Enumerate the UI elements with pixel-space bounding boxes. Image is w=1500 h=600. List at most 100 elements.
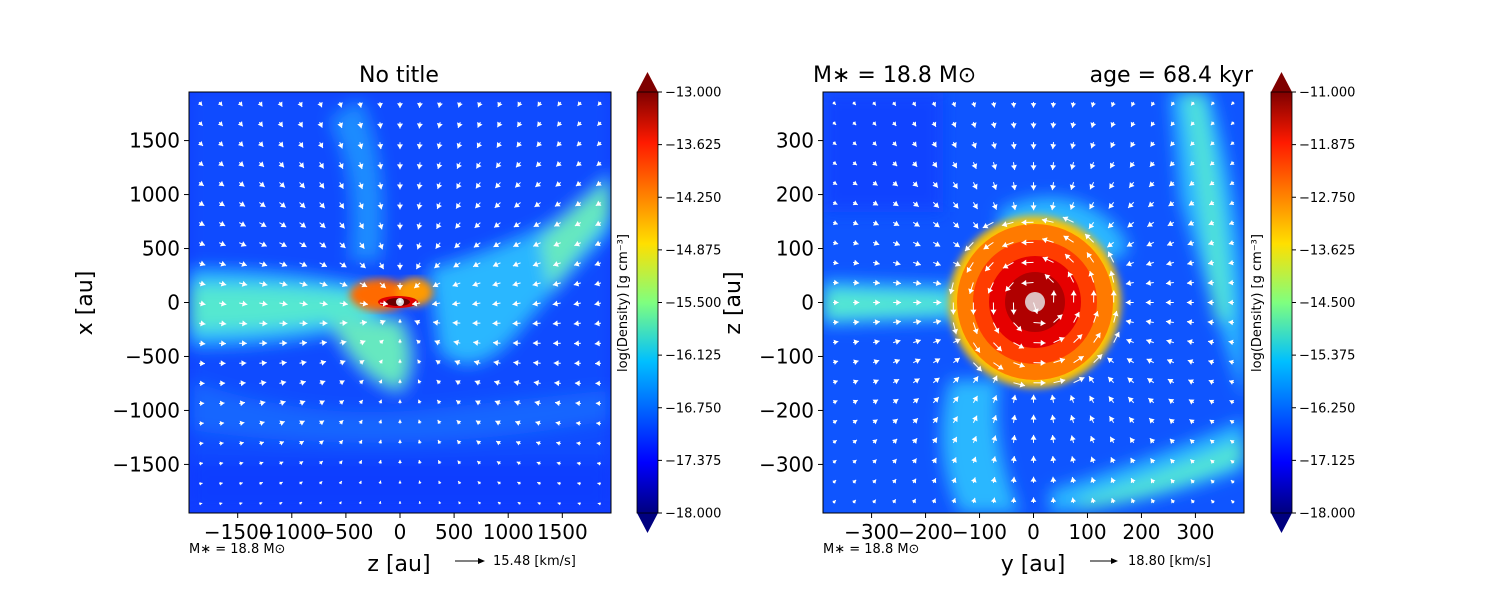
left-velocity-arrowhead [199,280,206,287]
left-velocity-arrowhead [317,122,323,128]
right-velocity-arrowhead [1050,204,1056,211]
left-velocity-arrowhead [239,481,243,486]
right-velocity-arrowhead [1070,477,1077,483]
right-velocity-arrowhead [1050,435,1057,441]
left-velocity-arrowhead [414,319,421,326]
left-velocity-arrowhead [339,359,346,366]
left-velocity-arrowhead [259,420,265,426]
left-velocity-arrowhead [575,400,581,407]
left-velocity-arrowhead [574,380,580,387]
left-velocity-arrowhead [397,244,403,250]
right-velocity-arrowhead [833,339,839,346]
right-velocity-arrowhead [1040,359,1046,366]
right-velocity-arrowhead [852,499,856,504]
right-velocity-arrowhead [1130,478,1136,484]
left-velocity-arrowhead [475,400,481,406]
left-velocity-arrowhead [199,481,203,486]
left-xtick-label: 500 [435,520,473,544]
left-velocity-arrowhead [378,359,383,364]
left-velocity-arrowhead [358,380,364,385]
right-velocity-arrowhead [1129,182,1135,188]
left-velocity-arrowhead [417,399,422,404]
right-velocity-arrowhead [1112,310,1119,317]
left-velocity-arrowhead [398,359,402,363]
left-velocity-arrowhead [259,502,263,506]
right-velocity-arrowhead [1107,357,1113,364]
right-velocity-arrowhead [1005,285,1011,292]
left-velocity-arrowhead [573,280,580,287]
left-velocity-arrowhead [301,261,308,267]
left-velocity-arrowhead [378,439,383,444]
left-velocity-arrowhead [240,241,247,247]
right-velocity-arrowhead [1090,497,1096,503]
right-velocity-arrowhead [915,279,922,286]
left-velocity-arrowhead [262,300,268,307]
right-velocity-arrowhead [1229,200,1235,205]
right-velocity-arrowhead [1229,220,1234,226]
right-velocity-arrowhead [833,359,839,365]
right-velocity-arrowhead [1150,141,1156,147]
right-velocity-arrowhead [1089,183,1095,190]
left-velocity-arrowhead [280,379,287,386]
right-ytick-label: 300 [776,129,814,153]
left-velocity-arrowhead [338,202,344,209]
left-velocity-arrowhead [377,123,384,129]
left-velocity-arrowhead [298,162,304,168]
right-velocity-arrowhead [1171,101,1176,106]
right-velocity-arrowhead [1050,394,1056,401]
right-velocity-arrowhead [1207,339,1214,346]
right-velocity-arrowhead [1210,160,1215,166]
right-velocity-arrowhead [1056,314,1063,320]
left-velocity-arrowhead [497,101,503,107]
right-velocity-arrowhead [933,377,940,384]
left-velocity-arrowhead [577,121,583,127]
left-colorbar-tick-label: −13.625 [665,138,721,153]
left-velocity-arrowhead [321,261,327,268]
left-velocity-arrowhead [218,200,225,207]
right-velocity-arrowhead [1127,221,1134,228]
left-colorbar-tick-label: −16.125 [665,349,721,364]
right-velocity-arrowhead [912,418,918,424]
left-velocity-arrowhead [537,121,543,127]
right-velocity-arrowhead [990,456,997,462]
left-velocity-arrowhead [278,161,285,168]
left-velocity-arrowhead [554,380,560,387]
left-velocity-arrowhead [219,420,225,426]
right-velocity-arrowhead [997,364,1004,370]
left-velocity-arrowhead [261,380,267,386]
right-velocity-arrowhead [832,420,838,425]
right-velocity-arrowhead [1149,418,1155,424]
right-velocity-arrowhead [952,416,958,423]
left-velocity-arrowhead [575,420,581,426]
left-velocity-arrowhead [594,300,600,307]
right-velocity-arrowhead [872,121,877,126]
left-velocity-arrowhead [532,280,539,287]
left-velocity-arrowhead [257,101,263,107]
left-velocity-arrowhead [493,241,500,248]
right-velocity-arrowhead [1109,183,1115,189]
right-velocity-arrowhead [1208,239,1214,246]
left-velocity-arrowhead [574,220,581,227]
left-velocity-arrowhead [302,340,308,346]
left-velocity-arrowhead [221,300,227,307]
right-velocity-arrowhead [1090,456,1096,463]
left-velocity-arrowhead [594,260,601,267]
right-velocity-arrowhead [1030,434,1037,440]
right-velocity-arrowhead [1190,141,1195,146]
left-velocity-arrowhead [596,441,601,446]
left-velocity-arrowhead [357,163,364,170]
right-velocity-arrowhead [854,299,860,306]
left-velocity-arrowhead [417,102,423,108]
left-velocity-arrowhead [279,182,285,188]
left-velocity-arrowhead [536,441,541,446]
right-velocity-arrowhead [976,365,982,372]
left-velocity-arrowhead [478,501,482,505]
right-velocity-arrowhead [1088,271,1095,277]
left-velocity-arrowhead [573,320,579,327]
left-velocity-arrowhead [437,399,442,405]
right-velocity-arrowhead [915,338,921,345]
right-velocity-arrowhead [931,121,937,127]
left-velocity-arrowhead [218,140,224,147]
right-velocity-arrowhead [1030,205,1037,211]
right-colorbar [1270,72,1293,533]
